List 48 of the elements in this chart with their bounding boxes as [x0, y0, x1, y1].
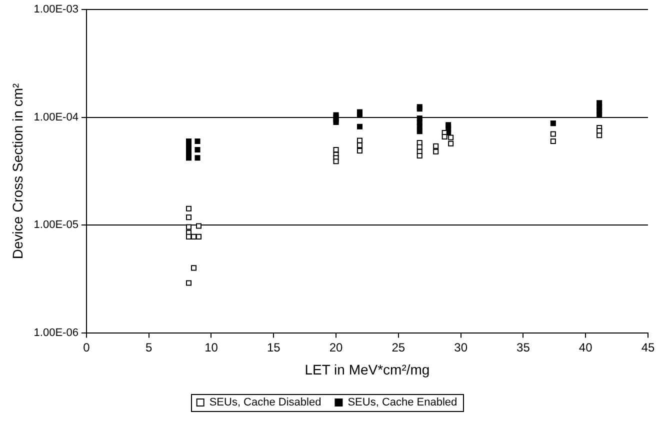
x-tick-label: 10	[204, 340, 218, 354]
point	[416, 152, 422, 159]
x-tick-label: 35	[516, 340, 530, 354]
point	[550, 138, 556, 144]
y-axis-title: Device Cross Section in cm²	[9, 82, 26, 260]
point	[196, 223, 202, 229]
point	[194, 147, 200, 153]
point	[433, 148, 439, 154]
point	[448, 140, 454, 146]
legend-label: SEUs, Cache Disabled	[209, 396, 322, 409]
point	[596, 132, 602, 138]
y-tick-label: 1.00E-03	[34, 4, 78, 16]
x-tick-label: 45	[641, 340, 655, 354]
point	[550, 131, 556, 137]
point	[186, 214, 192, 220]
point	[442, 134, 448, 140]
point	[356, 148, 362, 154]
point	[356, 138, 362, 144]
point	[433, 143, 439, 149]
point	[186, 147, 192, 153]
point	[186, 280, 192, 286]
point	[186, 155, 192, 161]
y-tick-label: 1.00E-05	[34, 219, 78, 232]
y-tick-label: 1.00E-06	[34, 326, 78, 339]
point	[186, 224, 192, 230]
point	[333, 158, 339, 164]
legend-label: SEUs, Cache Enabled	[348, 396, 458, 409]
point	[191, 265, 197, 271]
point	[550, 120, 556, 126]
point	[356, 124, 362, 130]
x-tick-label: 40	[578, 340, 593, 354]
x-tick-label: 20	[329, 340, 344, 354]
point	[194, 155, 200, 161]
x-tick-label: 0	[83, 340, 90, 354]
x-axis-title: LET in MeV*cm²/mg	[304, 361, 430, 378]
point	[416, 128, 422, 134]
point	[186, 206, 192, 212]
x-tick-label: 15	[266, 340, 281, 354]
point	[333, 147, 339, 153]
x-tick-label: 25	[392, 340, 406, 354]
y-tick-label: 1.00E-04	[34, 111, 78, 124]
x-tick-label: 5	[145, 340, 152, 354]
point	[448, 134, 454, 140]
point	[356, 142, 362, 148]
point	[196, 234, 202, 240]
point	[194, 138, 200, 144]
x-tick-label: 30	[454, 340, 468, 354]
point	[333, 120, 339, 126]
